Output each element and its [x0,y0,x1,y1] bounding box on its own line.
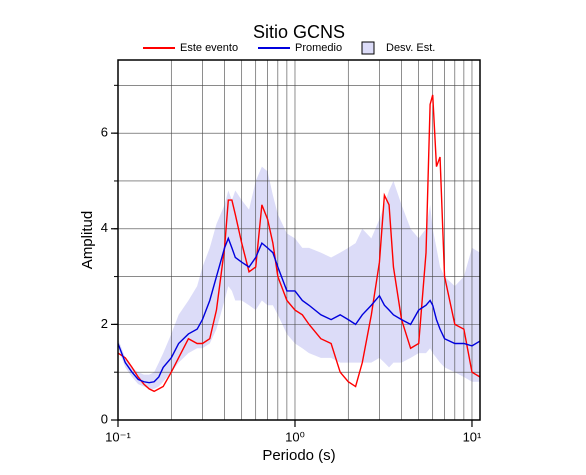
y-tick-label: 2 [101,316,108,331]
x-axis-label: Periodo (s) [262,447,335,464]
y-axis-label: Amplitud [79,211,96,269]
series-line [118,236,480,384]
plot-frame [117,59,481,421]
series-line [118,94,480,393]
std-band [118,166,480,389]
y-tick-label: 6 [101,125,108,140]
legend-label: Promedio [295,42,342,54]
legend-label: Este evento [180,42,238,54]
x-tick-label: 10¹ [463,429,482,444]
legend-label: Desv. Est. [386,42,435,54]
y-tick-label: 0 [101,411,108,426]
band-layer [118,166,480,389]
chart-title: Sitio GCNS [253,22,345,42]
legend-swatch [361,41,375,55]
x-tick-label: 10⁻¹ [105,429,131,444]
x-tick-label: 10⁰ [285,429,305,444]
grid-layer [114,60,480,420]
line-layer [118,94,480,393]
y-tick-label: 4 [101,220,108,235]
